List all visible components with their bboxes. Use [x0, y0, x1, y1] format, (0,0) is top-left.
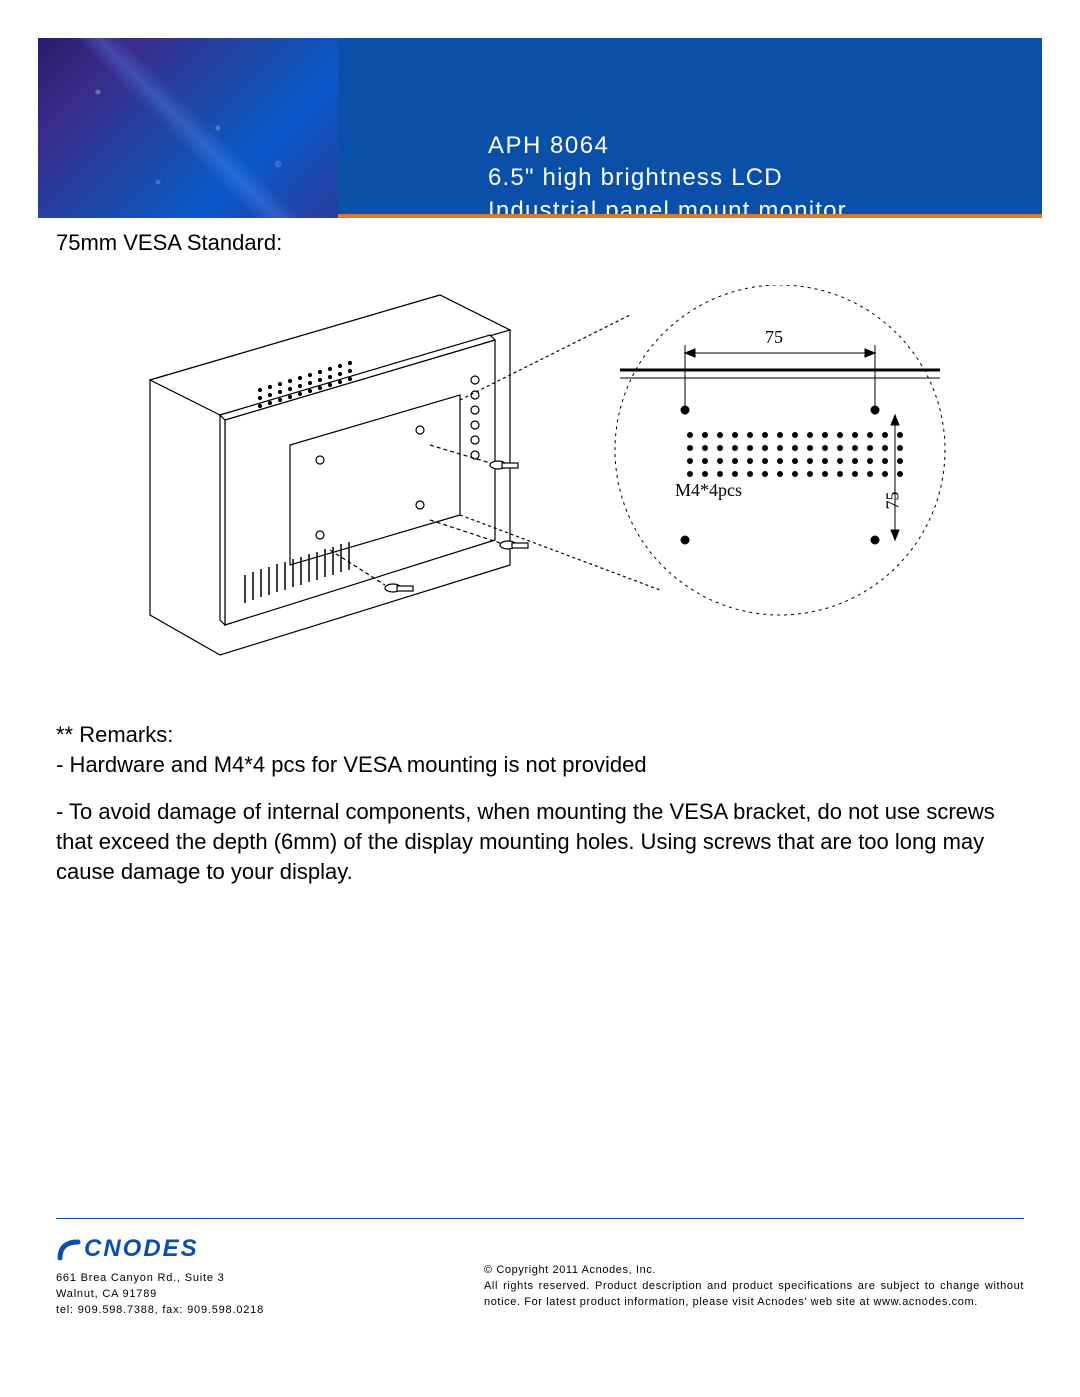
section-title: 75mm VESA Standard: [56, 230, 282, 256]
product-subtitle-1: 6.5" high brightness LCD [488, 162, 847, 194]
product-code: APH 8064 [488, 130, 847, 162]
footer-divider [56, 1218, 1024, 1220]
remarks-item-2: - To avoid damage of internal components… [56, 797, 1024, 888]
copyright-text: © Copyright 2011 Acnodes, Inc. [484, 1263, 1024, 1279]
remarks-block: ** Remarks: - Hardware and M4*4 pcs for … [56, 720, 1024, 888]
logo-text: CNODES [84, 1235, 199, 1263]
dimension-h-label: 75 [765, 327, 783, 348]
remarks-heading: ** Remarks: [56, 720, 1024, 750]
address-line-1: 661 Brea Canyon Rd., Suite 3 [56, 1271, 416, 1287]
header-title-panel: APH 8064 6.5" high brightness LCD Indust… [338, 38, 1042, 218]
remarks-item-1: - Hardware and M4*4 pcs for VESA mountin… [56, 750, 1024, 780]
header-circuit-image [38, 38, 338, 218]
logo-arc-icon [56, 1236, 82, 1262]
product-subtitle-2: Industrial panel mount monitor [488, 195, 847, 227]
header-banner: APH 8064 6.5" high brightness LCD Indust… [38, 38, 1042, 218]
page-footer: CNODES 661 Brea Canyon Rd., Suite 3 Waln… [56, 1218, 1024, 1319]
legal-text: All rights reserved. Product description… [484, 1279, 1024, 1311]
address-line-3: tel: 909.598.7388, fax: 909.598.0218 [56, 1303, 416, 1319]
dimension-v-label: 75 [883, 492, 904, 510]
accent-bar [338, 214, 1042, 218]
screw-spec-label: M4*4pcs [675, 480, 742, 501]
vesa-diagram: 75 75 M4*4pcs [130, 285, 960, 665]
address-line-2: Walnut, CA 91789 [56, 1287, 416, 1303]
company-logo: CNODES [56, 1235, 416, 1263]
